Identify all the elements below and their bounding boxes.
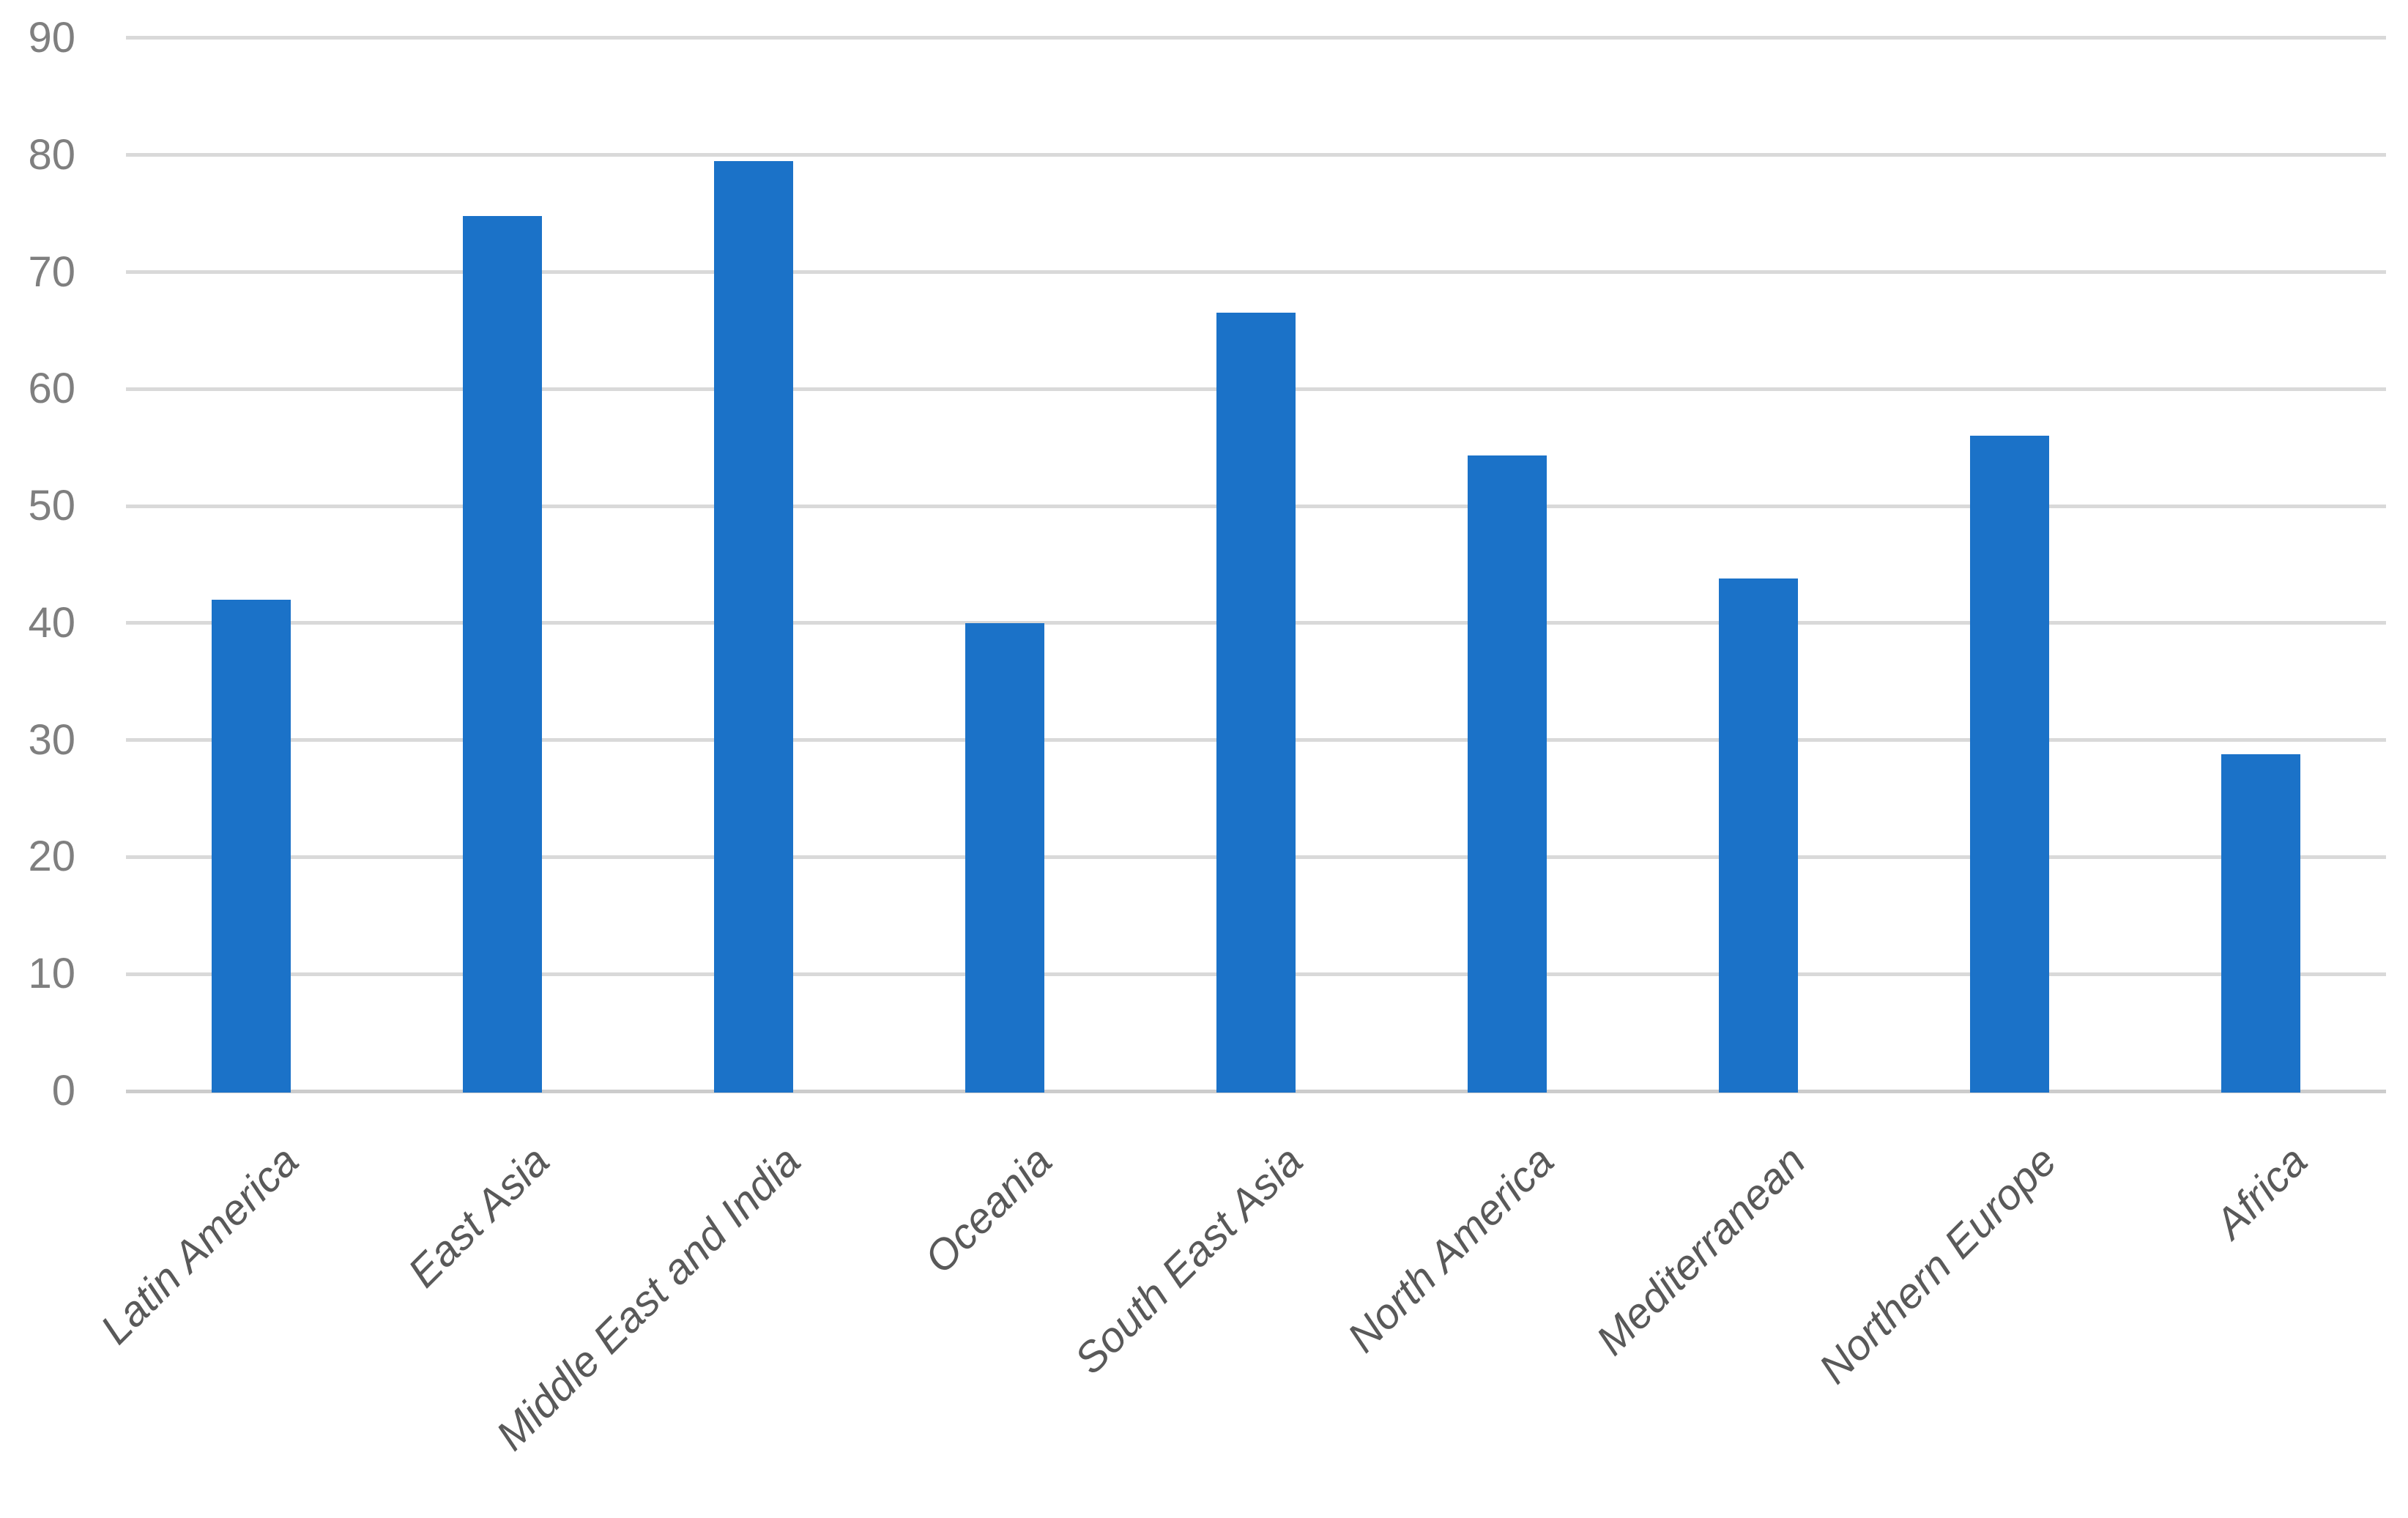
bar-east-asia xyxy=(463,215,543,1093)
bar-south-east-asia xyxy=(1216,313,1296,1093)
y-axis-tick-label: 10 xyxy=(28,950,75,998)
gridline xyxy=(126,270,2386,275)
x-axis-category-label: East Asia xyxy=(399,1136,560,1297)
x-axis-category-label: South East Asia xyxy=(1066,1136,1312,1383)
y-axis-tick-label: 80 xyxy=(28,130,75,179)
x-axis-category-label: North America xyxy=(1339,1136,1564,1362)
bar-africa xyxy=(2221,754,2300,1093)
y-axis-tick-label: 40 xyxy=(28,598,75,647)
x-axis-category-label: Latin America xyxy=(91,1136,308,1353)
bar-north-america xyxy=(1467,455,1547,1093)
x-axis-category-label: Oceania xyxy=(915,1136,1061,1283)
gridline xyxy=(126,153,2386,157)
bar-oceania xyxy=(965,622,1045,1093)
x-axis-category-label: Africa xyxy=(2206,1136,2317,1248)
x-axis-category-label: Northern Europe xyxy=(1810,1136,2066,1393)
y-axis-tick-label: 20 xyxy=(28,833,75,881)
y-axis-tick-label: 30 xyxy=(28,715,75,764)
gridline xyxy=(126,36,2386,40)
bar-northern-europe xyxy=(1969,436,2049,1093)
y-axis-tick-label: 50 xyxy=(28,482,75,530)
y-axis-tick-label: 0 xyxy=(51,1067,75,1115)
y-axis-tick-label: 90 xyxy=(28,13,75,62)
bar-mediterranean xyxy=(1718,578,1798,1093)
bar-middle-east-and-india xyxy=(714,160,794,1093)
y-axis-tick-label: 70 xyxy=(28,248,75,296)
y-axis-tick-label: 60 xyxy=(28,365,75,413)
x-axis-category-label: Mediterranean xyxy=(1587,1136,1815,1365)
bar-latin-america xyxy=(212,599,291,1093)
